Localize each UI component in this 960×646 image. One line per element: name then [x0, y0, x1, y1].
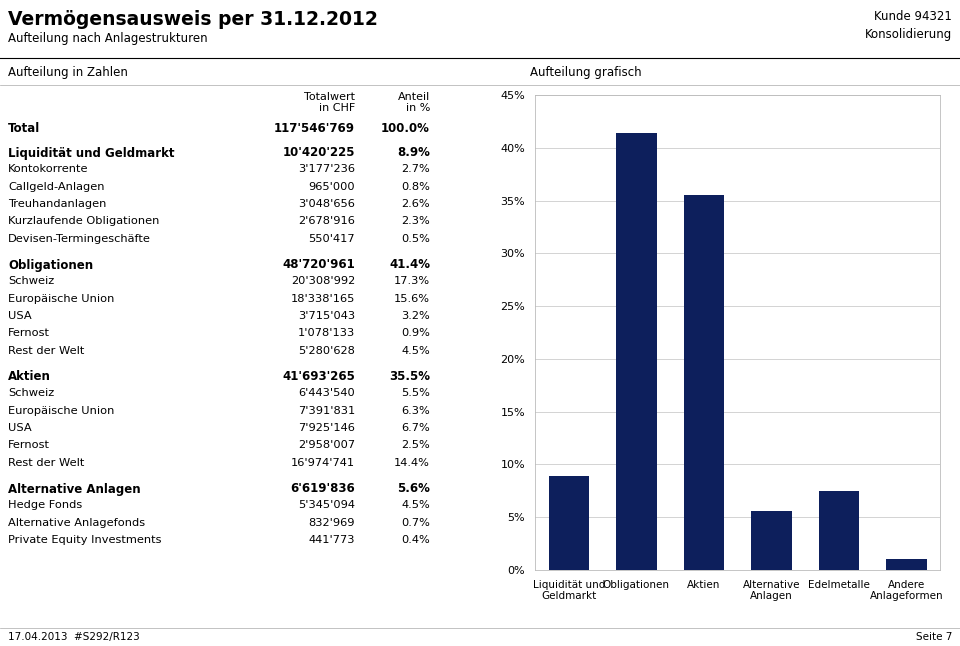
Bar	[548, 476, 589, 570]
Bar	[886, 559, 926, 570]
Text: Schweiz: Schweiz	[8, 276, 55, 286]
Text: 2'678'916: 2'678'916	[299, 216, 355, 227]
Text: 16'974'741: 16'974'741	[291, 458, 355, 468]
Text: 41.4%: 41.4%	[389, 258, 430, 271]
Text: 2'958'007: 2'958'007	[298, 441, 355, 450]
Text: Vermögensausweis per 31.12.2012: Vermögensausweis per 31.12.2012	[8, 10, 378, 29]
Text: Fernost: Fernost	[8, 329, 50, 339]
Text: Callgeld-Anlagen: Callgeld-Anlagen	[8, 182, 105, 191]
Text: Private Equity Investments: Private Equity Investments	[8, 535, 161, 545]
Bar	[751, 511, 791, 570]
Text: 48'720'961: 48'720'961	[282, 258, 355, 271]
Text: 3'048'656: 3'048'656	[299, 199, 355, 209]
Text: 1'078'133: 1'078'133	[298, 329, 355, 339]
Bar	[819, 491, 859, 570]
Text: Schweiz: Schweiz	[8, 388, 55, 398]
Text: 965'000: 965'000	[308, 182, 355, 191]
Text: Seite 7: Seite 7	[916, 632, 952, 642]
Text: Treuhandanlagen: Treuhandanlagen	[8, 199, 107, 209]
Text: 4.5%: 4.5%	[401, 346, 430, 356]
Text: Totalwert: Totalwert	[304, 92, 355, 102]
Text: 3'715'043: 3'715'043	[298, 311, 355, 321]
Text: 17.04.2013  #S292/R123: 17.04.2013 #S292/R123	[8, 632, 140, 642]
Text: 6.7%: 6.7%	[401, 423, 430, 433]
Text: 17.3%: 17.3%	[394, 276, 430, 286]
Text: Hedge Fonds: Hedge Fonds	[8, 500, 83, 510]
Text: Liquidität und Geldmarkt: Liquidität und Geldmarkt	[8, 147, 175, 160]
Text: Aktien: Aktien	[8, 371, 51, 384]
Text: Europäische Union: Europäische Union	[8, 293, 114, 304]
Bar	[616, 133, 657, 570]
Text: Fernost: Fernost	[8, 441, 50, 450]
Text: 41'693'265: 41'693'265	[282, 371, 355, 384]
Text: 117'546'769: 117'546'769	[274, 122, 355, 135]
Text: 441'773: 441'773	[308, 535, 355, 545]
Text: 7'391'831: 7'391'831	[298, 406, 355, 415]
Text: 0.9%: 0.9%	[401, 329, 430, 339]
Text: 6.3%: 6.3%	[401, 406, 430, 415]
Text: 550'417: 550'417	[308, 234, 355, 244]
Text: 6'443'540: 6'443'540	[299, 388, 355, 398]
Text: Kontokorrente: Kontokorrente	[8, 164, 88, 174]
Text: Aufteilung grafisch: Aufteilung grafisch	[530, 66, 641, 79]
Text: 3.2%: 3.2%	[401, 311, 430, 321]
Text: 5.5%: 5.5%	[401, 388, 430, 398]
Text: 10'420'225: 10'420'225	[282, 147, 355, 160]
Text: 0.4%: 0.4%	[401, 535, 430, 545]
Text: 2.7%: 2.7%	[401, 164, 430, 174]
Text: 5'345'094: 5'345'094	[298, 500, 355, 510]
Text: 832'969: 832'969	[308, 517, 355, 528]
Text: 2.5%: 2.5%	[401, 441, 430, 450]
Text: 15.6%: 15.6%	[394, 293, 430, 304]
Text: Devisen-Termingeschäfte: Devisen-Termingeschäfte	[8, 234, 151, 244]
Bar	[684, 195, 724, 570]
Text: 7'925'146: 7'925'146	[299, 423, 355, 433]
Text: Alternative Anlagefonds: Alternative Anlagefonds	[8, 517, 145, 528]
Text: Kurzlaufende Obligationen: Kurzlaufende Obligationen	[8, 216, 159, 227]
Text: 0.5%: 0.5%	[401, 234, 430, 244]
Text: Rest der Welt: Rest der Welt	[8, 346, 84, 356]
Text: 0.7%: 0.7%	[401, 517, 430, 528]
Text: 35.5%: 35.5%	[389, 371, 430, 384]
Text: Total: Total	[8, 122, 40, 135]
Text: 2.6%: 2.6%	[401, 199, 430, 209]
Text: Aufteilung nach Anlagestrukturen: Aufteilung nach Anlagestrukturen	[8, 32, 207, 45]
Text: USA: USA	[8, 423, 32, 433]
Text: 6'619'836: 6'619'836	[290, 483, 355, 495]
Text: Anteil: Anteil	[397, 92, 430, 102]
Text: in %: in %	[406, 103, 430, 113]
Text: USA: USA	[8, 311, 32, 321]
Text: Kunde 94321: Kunde 94321	[875, 10, 952, 23]
Text: Aufteilung in Zahlen: Aufteilung in Zahlen	[8, 66, 128, 79]
Text: Europäische Union: Europäische Union	[8, 406, 114, 415]
Text: 14.4%: 14.4%	[395, 458, 430, 468]
Text: 4.5%: 4.5%	[401, 500, 430, 510]
Text: 8.9%: 8.9%	[397, 147, 430, 160]
Text: 18'338'165: 18'338'165	[291, 293, 355, 304]
Text: 100.0%: 100.0%	[381, 122, 430, 135]
Text: Alternative Anlagen: Alternative Anlagen	[8, 483, 140, 495]
Text: 5'280'628: 5'280'628	[299, 346, 355, 356]
Text: in CHF: in CHF	[319, 103, 355, 113]
Text: 3'177'236: 3'177'236	[298, 164, 355, 174]
Text: Konsolidierung: Konsolidierung	[865, 28, 952, 41]
Text: 20'308'992: 20'308'992	[291, 276, 355, 286]
Text: 5.6%: 5.6%	[397, 483, 430, 495]
Text: 0.8%: 0.8%	[401, 182, 430, 191]
Text: Rest der Welt: Rest der Welt	[8, 458, 84, 468]
Text: 2.3%: 2.3%	[401, 216, 430, 227]
Text: Obligationen: Obligationen	[8, 258, 93, 271]
